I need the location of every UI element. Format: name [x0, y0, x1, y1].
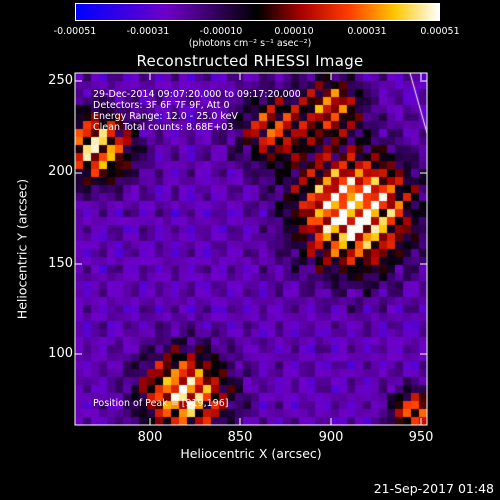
colorbar [75, 3, 440, 21]
y-axis-label: Heliocentric Y (arcsec) [14, 178, 30, 320]
energy-range-label: Energy Range: 12.0 - 25.0 keV [93, 111, 238, 122]
colorbar-tick: -0.00051 [53, 26, 97, 37]
x-axis-label: Heliocentric X (arcsec) [180, 446, 322, 461]
colorbar-tick: -0.00031 [126, 26, 170, 37]
x-tick-label: 800 [137, 430, 163, 445]
y-tick-label: 250 [48, 73, 73, 88]
y-tick-label: 150 [48, 256, 73, 271]
y-tick-label: 200 [48, 164, 73, 179]
x-tick-label: 900 [318, 430, 344, 445]
colorbar-unit: (photons cm⁻² s⁻¹ asec⁻²) [188, 38, 312, 49]
colorbar-tick: -0.00010 [199, 26, 243, 37]
clean-counts-label: Clean Total counts: 8.68E+03 [93, 122, 234, 133]
image-title: Reconstructed RHESSI Image [136, 52, 364, 70]
render-timestamp: 21-Sep-2017 01:48 [373, 481, 494, 496]
colorbar-tick: 0.00010 [274, 26, 314, 37]
peak-position-label: Position of Peak = [919,196] [93, 398, 229, 409]
x-tick-label: 850 [227, 430, 253, 445]
colorbar-tick: 0.00031 [347, 26, 387, 37]
x-tick-label: 950 [408, 430, 434, 445]
detectors-label: Detectors: 3F 6F 7F 9F, Att 0 [93, 100, 230, 111]
colorbar-tick: 0.00051 [420, 26, 460, 37]
time-range-label: 29-Dec-2014 09:07:20.000 to 09:17:20.000 [93, 89, 301, 100]
y-tick-label: 100 [48, 346, 73, 361]
